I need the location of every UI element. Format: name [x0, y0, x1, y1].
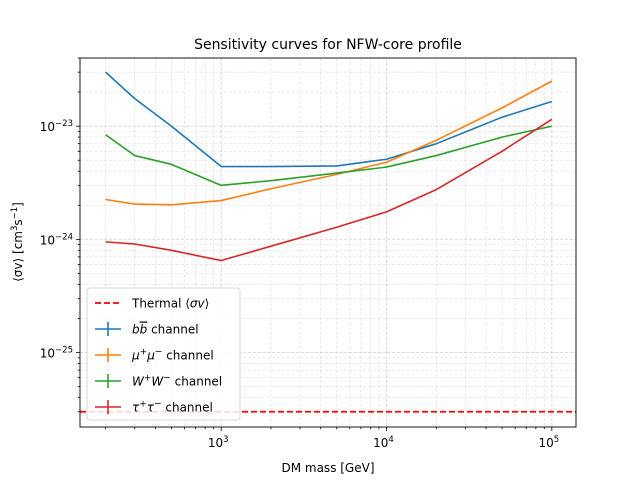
- x-axis-label: DM mass [GeV]: [281, 461, 374, 475]
- y-tick-label: 10−24: [40, 232, 73, 247]
- y-tick-label: 10−25: [40, 346, 73, 361]
- y-tick-label: 10−23: [40, 119, 73, 134]
- x-tick-label: 105: [538, 435, 559, 450]
- x-tick-label: 103: [208, 435, 229, 450]
- x-tick-label: 104: [373, 435, 394, 450]
- data-series: [106, 72, 552, 260]
- y-axis-label: ⟨σv⟩ [cm3s−1]: [10, 202, 25, 282]
- legend-label-thermal: Thermal ⟨σv⟩: [131, 297, 209, 311]
- series-line-1: [106, 81, 552, 205]
- chart-title: Sensitivity curves for NFW-core profile: [194, 37, 462, 53]
- legend: Thermal ⟨σv⟩bb channelμ+μ− channelW+W− c…: [87, 288, 240, 420]
- legend-label-0: bb channel: [132, 323, 199, 337]
- series-line-0: [106, 72, 552, 166]
